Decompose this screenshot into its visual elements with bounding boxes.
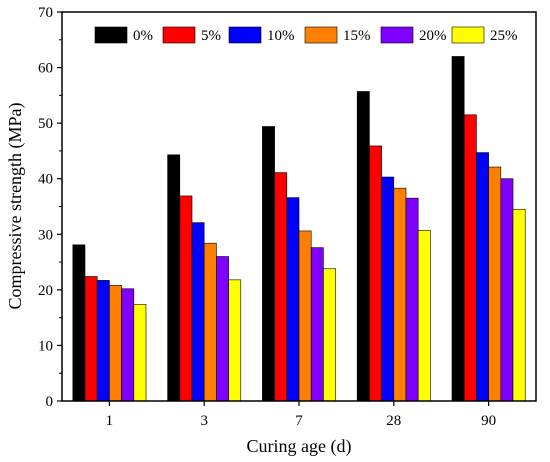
legend-label: 0% [133,28,153,44]
y-tick-label: 60 [38,61,53,77]
legend-label: 5% [201,28,221,44]
bar-5pct-age-90 [463,114,477,402]
bar-25pct-age-90 [512,208,526,402]
bar-15pct-age-28 [393,187,407,402]
legend-label: 25% [490,28,518,44]
legend: 0% 5% 10% 15% 20% 25% [94,26,518,44]
y-tick-label: 40 [38,172,53,188]
bar-20pct-age-1 [121,288,135,402]
x-axis-title: Curing age (d) [247,436,352,457]
legend-label: 20% [419,28,447,44]
bar-15pct-age-1 [109,285,122,402]
legend-label: 10% [267,28,295,44]
legend-swatch [304,26,338,44]
legend-item-0pct: 0% [94,26,153,44]
bar-25pct-age-1 [133,304,147,402]
legend-item-10pct: 10% [228,26,295,44]
bar-5pct-age-7 [274,172,288,402]
bar-10pct-age-3 [191,222,205,402]
bar-25pct-age-7 [323,268,336,402]
bar-10pct-age-7 [286,197,300,402]
plot-frame [61,11,537,402]
bar-5pct-age-3 [179,195,193,402]
y-tick-label: 70 [38,5,53,21]
legend-swatch [162,26,196,44]
x-tick-label: 90 [481,413,496,429]
bar-25pct-age-28 [417,230,431,402]
bar-10pct-age-28 [381,176,395,402]
bar-0pct-age-7 [262,126,275,402]
x-axis-ticks: 1 3 7 28 90 [106,401,496,429]
legend-item-15pct: 15% [304,26,371,44]
bar-10pct-age-1 [96,280,110,402]
legend-swatch [380,26,414,44]
bars-layer [72,56,526,402]
y-tick-label: 50 [38,116,53,132]
y-tick-label: 0 [46,394,54,410]
y-tick-label: 30 [38,227,53,243]
legend-swatch [228,26,262,44]
legend-item-25pct: 25% [451,26,518,44]
y-axis-title: Compressive strength (MPa) [5,103,26,310]
y-tick-label: 10 [38,338,53,354]
legend-label: 15% [343,28,371,44]
bar-20pct-age-90 [500,178,514,402]
legend-item-20pct: 20% [380,26,447,44]
x-tick-label: 3 [200,413,208,429]
bar-20pct-age-3 [216,256,229,402]
legend-swatch [451,26,485,44]
x-tick-label: 7 [295,413,303,429]
x-tick-label: 28 [386,413,401,429]
bar-10pct-age-90 [476,152,489,402]
legend-swatch [94,26,128,44]
bar-20pct-age-28 [405,197,419,402]
bar-0pct-age-28 [356,91,370,402]
bar-20pct-age-7 [310,247,324,402]
bar-5pct-age-1 [84,276,98,402]
bar-15pct-age-90 [488,166,502,402]
bar-25pct-age-3 [228,279,242,402]
bar-0pct-age-90 [451,56,465,402]
x-tick-label: 1 [106,413,114,429]
bar-15pct-age-3 [203,242,217,402]
bar-0pct-age-3 [167,154,181,402]
legend-item-5pct: 5% [162,26,221,44]
bar-5pct-age-28 [369,145,382,402]
y-tick-label: 20 [38,283,53,299]
bar-15pct-age-7 [298,230,312,402]
bar-0pct-age-1 [72,244,86,402]
